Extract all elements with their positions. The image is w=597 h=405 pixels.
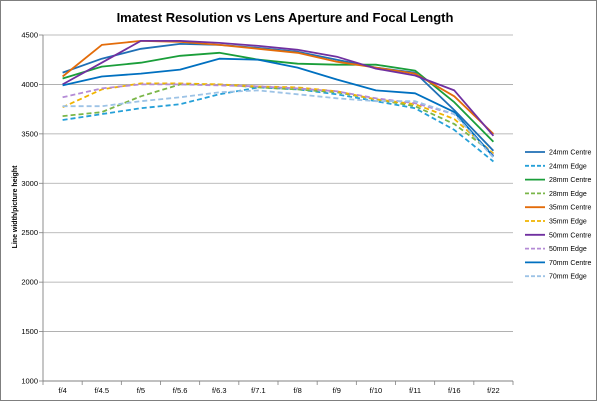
- plot-area: 1000 1500 2000 2500 3000 3500 4000 4500 f/4 f/4.5…: [21, 31, 514, 395]
- series-line-24mm-edge: [62, 86, 494, 163]
- series-line-50mm-edge: [62, 83, 495, 157]
- series-line-50mm-centre: [62, 40, 495, 137]
- x-tick-label: f/4: [58, 386, 66, 395]
- legend-label-35mm-centre: 35mm Centre: [549, 205, 592, 212]
- y-tick-label: 3000: [21, 179, 38, 188]
- legend-label-50mm-edge: 50mm Edge: [549, 246, 587, 253]
- x-tick-label: f/22: [487, 386, 500, 395]
- y-tick-label: 1000: [21, 377, 38, 386]
- x-tick-label: f/6.3: [212, 386, 227, 395]
- series-line-70mm-edge: [62, 89, 495, 159]
- y-tick-label: 2500: [21, 228, 38, 237]
- series-line-70mm-centre: [62, 57, 495, 158]
- y-tick-label: 4000: [21, 80, 38, 89]
- series-line-35mm-edge: [62, 82, 494, 155]
- x-tick-label: f/16: [448, 386, 461, 395]
- y-tick-label: 3500: [21, 129, 38, 138]
- chart-title: Imatest Resolution vs Lens Aperture and …: [117, 10, 454, 25]
- legend-label-35mm-edge: 35mm Edge: [549, 219, 587, 226]
- x-tick-label: f/5: [137, 386, 145, 395]
- legend-label-24mm-edge: 24mm Edge: [549, 163, 587, 170]
- y-tick-label: 1500: [21, 327, 38, 336]
- legend-label-28mm-centre: 28mm Centre: [549, 177, 592, 184]
- x-tick-label: f/8: [293, 386, 301, 395]
- x-tick-label: f/7.1: [251, 386, 266, 395]
- x-tick-label: f/9: [333, 386, 341, 395]
- legend-label-24mm-centre: 24mm Centre: [549, 150, 592, 157]
- legend: 24mm Centre 24mm Edge 28mm Centre 28mm Edge…: [525, 150, 592, 281]
- series-line-28mm-edge: [62, 83, 494, 155]
- x-tick-label: f/4.5: [94, 386, 109, 395]
- x-tick-label: f/5.6: [173, 386, 188, 395]
- y-tick-label: 4500: [21, 31, 38, 40]
- y-axis-label: Line width/picture height: [12, 165, 19, 249]
- series-line-28mm-centre: [62, 51, 495, 143]
- legend-label-70mm-centre: 70mm Centre: [549, 260, 592, 267]
- legend-label-70mm-edge: 70mm Edge: [549, 274, 587, 281]
- x-tick-label: f/10: [370, 386, 383, 395]
- x-tick-label: f/11: [409, 386, 421, 395]
- series-line-24mm-centre: [62, 43, 495, 152]
- legend-label-50mm-centre: 50mm Centre: [549, 232, 592, 239]
- legend-label-28mm-edge: 28mm Edge: [549, 191, 587, 198]
- y-tick-label: 2000: [21, 278, 38, 287]
